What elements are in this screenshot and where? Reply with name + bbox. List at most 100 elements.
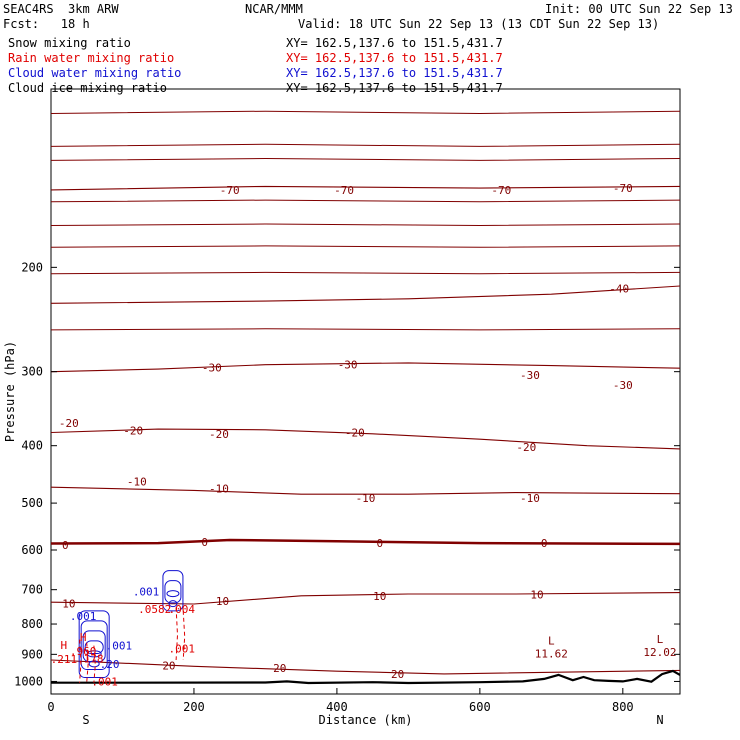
isotherm-label: -40 (609, 282, 629, 295)
y-tick-label: 600 (21, 543, 43, 557)
isotherm-label: -30 (202, 361, 222, 374)
x-tick-label: 200 (183, 700, 205, 714)
isotherm-label: 0 (376, 537, 383, 550)
y-tick-label: 400 (21, 439, 43, 453)
rain-contour (93, 645, 96, 683)
mixing-ratio-label: .001 (169, 643, 196, 656)
north-end-label: N (656, 713, 663, 727)
y-tick-label: 500 (21, 496, 43, 510)
x-tick-label: 400 (326, 700, 348, 714)
cloud-water-contour (88, 660, 100, 668)
isotherm-label: 20 (391, 668, 404, 681)
cloud-water-contour (86, 650, 102, 658)
y-tick-label: 200 (21, 260, 43, 274)
rain-contour (182, 610, 186, 661)
field-label-cloud-water: Cloud water mixing ratio (8, 66, 182, 80)
isotherm-label: -30 (613, 379, 633, 392)
plot-frame (50, 88, 681, 695)
fcst-label: Fcst: 18 h (3, 17, 90, 31)
field-label-snow: Snow mixing ratio (8, 36, 131, 50)
isotherm-line (50, 245, 681, 248)
x-axis-title: Distance (km) (319, 713, 413, 727)
center-label: NCAR/MMM (245, 2, 303, 16)
model-label: SEAC4RS 3km ARW (3, 2, 119, 16)
mixing-ratio-label: .001 (133, 586, 160, 599)
minimum-value: 12.02 (643, 646, 676, 659)
isotherm-label: 10 (530, 588, 543, 601)
mixing-ratio-label: .001 (106, 640, 133, 653)
isotherm-label: -10 (127, 476, 147, 489)
isotherm-label: 10 (62, 597, 75, 610)
mixing-ratio-label: .001 (70, 610, 97, 623)
field-xy-cloud-ice: XY= 162.5,137.6 to 151.5,431.7 (286, 81, 503, 95)
terrain-profile (51, 669, 681, 685)
isotherm-label: -20 (209, 428, 229, 441)
maximum-value: .211 (51, 653, 78, 666)
isotherm-label: 20 (273, 662, 286, 675)
cloud-water-contour (82, 630, 106, 663)
isotherm-label: 10 (216, 595, 229, 608)
minimum-marker: L (657, 633, 664, 646)
isotherm-line (50, 143, 681, 147)
y-tick-label: 900 (21, 647, 43, 661)
y-axis-title: Pressure (hPa) (3, 341, 17, 442)
isotherm-line (50, 538, 681, 546)
isotherm-line (50, 223, 681, 227)
y-tick-label: 800 (21, 617, 43, 631)
isotherm-line (50, 285, 681, 304)
isotherm-label: -70 (334, 184, 354, 197)
isotherm-line (50, 328, 681, 331)
isotherm-line (50, 592, 681, 605)
isotherm-line (50, 185, 681, 191)
isotherm-label: 10 (373, 590, 386, 603)
maximum-marker: H (80, 631, 87, 644)
cloud-water-contour (162, 570, 184, 612)
field-label-cloud-ice: Cloud ice mixing ratio (8, 81, 167, 95)
isotherm-line (50, 486, 681, 495)
field-xy-rain: XY= 162.5,137.6 to 151.5,431.7 (286, 51, 503, 65)
x-tick-label: 0 (47, 700, 54, 714)
field-xy-snow: XY= 162.5,137.6 to 151.5,431.7 (286, 36, 503, 50)
x-tick-label: 600 (469, 700, 491, 714)
field-xy-cloud-water: XY= 162.5,137.6 to 151.5,431.7 (286, 66, 503, 80)
x-tick-label: 800 (612, 700, 634, 714)
valid-label: Valid: 18 UTC Sun 22 Sep 13 (13 CDT Sun … (298, 17, 660, 31)
minimum-marker: L (548, 634, 555, 647)
mixing-ratio-label: .001 (91, 675, 118, 688)
init-label: Init: 00 UTC Sun 22 Sep 13 (545, 2, 733, 16)
isotherm-label: 0 (62, 539, 69, 552)
isotherm-line (50, 362, 681, 373)
isotherm-line (50, 428, 681, 450)
isotherm-label: -20 (516, 441, 536, 454)
isotherm-label: -10 (520, 492, 540, 505)
isotherm-line (50, 199, 681, 203)
isotherm-line (50, 659, 681, 675)
isotherm-label: -10 (356, 492, 376, 505)
isotherm-line (50, 271, 681, 275)
isotherm-label: -70 (613, 182, 633, 195)
minimum-value: 11.62 (535, 647, 568, 660)
isotherm-label: -10 (209, 482, 229, 495)
cloud-water-contour (78, 610, 110, 679)
mixing-ratio-label: .178 (77, 653, 104, 666)
isotherm-label: -30 (338, 359, 358, 372)
isotherm-line (50, 157, 681, 161)
field-label-rain: Rain water mixing ratio (8, 51, 175, 65)
mixing-ratio-label: .004 (169, 603, 196, 616)
rain-contour (79, 639, 82, 683)
y-tick-label: 1000 (14, 674, 43, 688)
cloud-water-contour (166, 590, 180, 598)
cloud-water-contour (168, 600, 178, 608)
cloud-water-contour (80, 620, 108, 671)
rain-contour (175, 607, 179, 661)
y-tick-label: 300 (21, 365, 43, 379)
isotherm-label: 0 (201, 536, 208, 549)
isotherm-label: -30 (520, 369, 540, 382)
y-tick-label: 700 (21, 583, 43, 597)
mixing-ratio-label: .20 (100, 658, 120, 671)
isotherm-label: -20 (123, 424, 143, 437)
maximum-marker: H (61, 639, 68, 652)
south-end-label: S (82, 713, 89, 727)
isotherm-label: -20 (345, 426, 365, 439)
